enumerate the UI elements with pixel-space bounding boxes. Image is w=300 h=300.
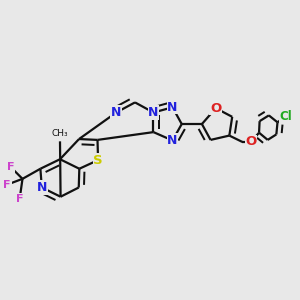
Text: F: F bbox=[7, 162, 15, 172]
Text: N: N bbox=[37, 181, 47, 194]
Text: N: N bbox=[167, 134, 178, 147]
Text: F: F bbox=[4, 180, 11, 190]
Text: O: O bbox=[210, 102, 221, 115]
Text: S: S bbox=[93, 154, 103, 166]
Text: O: O bbox=[245, 135, 256, 148]
Text: F: F bbox=[16, 194, 23, 204]
Text: N: N bbox=[167, 101, 178, 114]
Text: N: N bbox=[148, 106, 159, 119]
Text: Cl: Cl bbox=[279, 110, 292, 123]
Text: CH₃: CH₃ bbox=[52, 129, 68, 138]
Text: N: N bbox=[111, 106, 122, 119]
